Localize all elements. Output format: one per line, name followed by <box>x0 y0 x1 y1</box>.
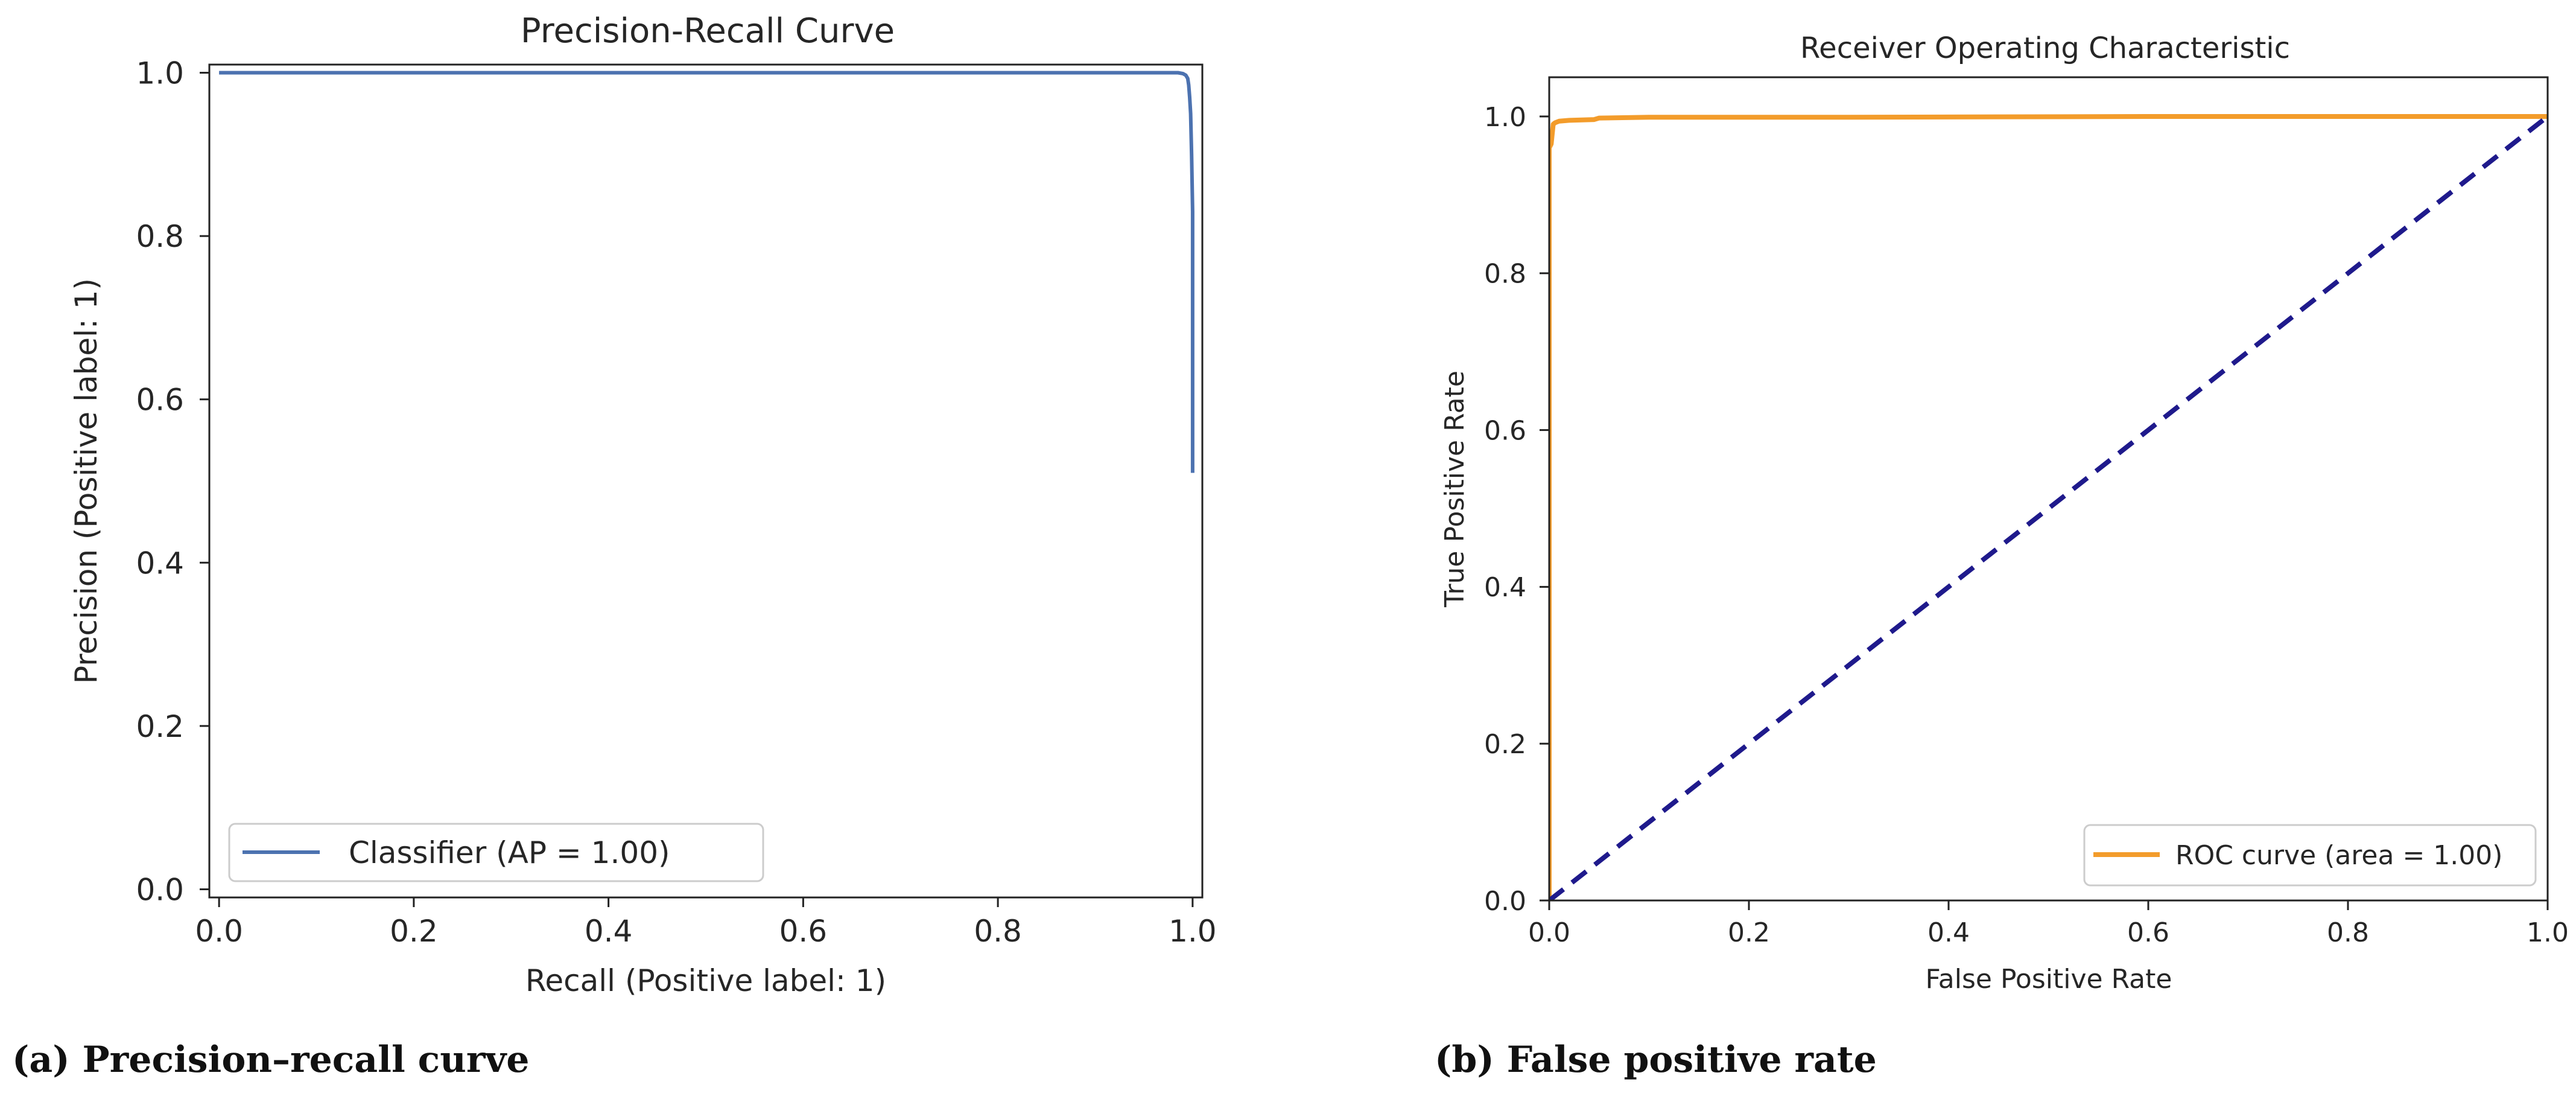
y-axis-label: Precision (Positive label: 1) <box>69 278 104 684</box>
roc-chart: Receiver Operating Characteristic 0.0 0.2… <box>1439 31 2569 995</box>
y-tick-label: 1.0 <box>136 56 184 91</box>
caption-a: (a) Precision–recall curve <box>12 1039 529 1081</box>
y-tick-label: 0.4 <box>136 546 184 581</box>
series-line-main <box>1549 114 2548 900</box>
chart-title: Receiver Operating Characteristic <box>1800 31 2290 65</box>
y-tick-label: 0.6 <box>136 383 184 418</box>
y-tick-label: 0.6 <box>1484 415 1526 446</box>
x-tick-label: 0.6 <box>779 914 828 949</box>
x-axis-label: Recall (Positive label: 1) <box>525 963 886 998</box>
y-tick-label: 0.4 <box>1484 572 1526 603</box>
x-axis-label: False Positive Rate <box>1926 964 2172 995</box>
legend: ROC curve (area = 1.00) <box>2083 824 2537 887</box>
caption-b: (b) False positive rate <box>1435 1039 1877 1081</box>
axes-frame <box>208 63 1204 899</box>
x-tick-label: 0.0 <box>1528 917 1570 948</box>
legend-entry: ROC curve (area = 1.00) <box>2175 840 2502 871</box>
plot-area <box>219 71 1194 473</box>
y-tick-label: 0.0 <box>136 872 184 907</box>
axes-frame <box>1548 76 2549 902</box>
legend-box <box>228 823 764 882</box>
chart-title: Precision-Recall Curve <box>521 11 895 51</box>
y-tick-label: 0.2 <box>1484 729 1526 760</box>
series-line-chance <box>1549 114 2548 900</box>
legend-box <box>2083 824 2537 887</box>
x-tick-label: 1.0 <box>1169 914 1217 949</box>
legend-entry: Classifier (AP = 1.00) <box>349 835 670 870</box>
x-tick-label: 0.4 <box>585 914 633 949</box>
x-tick-label: 0.2 <box>390 914 438 949</box>
x-tick-label: 0.8 <box>974 914 1022 949</box>
y-tick-label: 0.8 <box>136 219 184 254</box>
legend: Classifier (AP = 1.00) <box>228 823 764 882</box>
x-tick-label: 0.4 <box>1927 917 1970 948</box>
x-tick-label: 1.0 <box>2527 917 2569 948</box>
y-axis-ticks: 0.0 0.2 0.4 0.6 0.8 1.0 <box>136 56 209 907</box>
x-axis-ticks: 0.0 0.2 0.4 0.6 0.8 1.0 <box>1528 900 2569 948</box>
y-tick-label: 1.0 <box>1484 102 1526 133</box>
plot-area <box>1549 114 2548 900</box>
precision-recall-chart: Precision-Recall Curve 0.0 0.2 0.4 0.6 0.8 1.… <box>69 11 1217 998</box>
y-tick-label: 0.8 <box>1484 259 1526 290</box>
x-tick-label: 0.8 <box>2327 917 2369 948</box>
y-axis-ticks: 0.0 0.2 0.4 0.6 0.8 1.0 <box>1484 102 1549 917</box>
x-tick-label: 0.6 <box>2127 917 2169 948</box>
y-axis-label: True Positive Rate <box>1439 371 1470 608</box>
y-tick-label: 0.2 <box>136 709 184 744</box>
x-tick-label: 0.0 <box>195 914 243 949</box>
x-axis-ticks: 0.0 0.2 0.4 0.6 0.8 1.0 <box>195 897 1217 949</box>
x-tick-label: 0.2 <box>1728 917 1770 948</box>
y-tick-label: 0.0 <box>1484 886 1526 917</box>
series-line-main <box>219 71 1194 473</box>
